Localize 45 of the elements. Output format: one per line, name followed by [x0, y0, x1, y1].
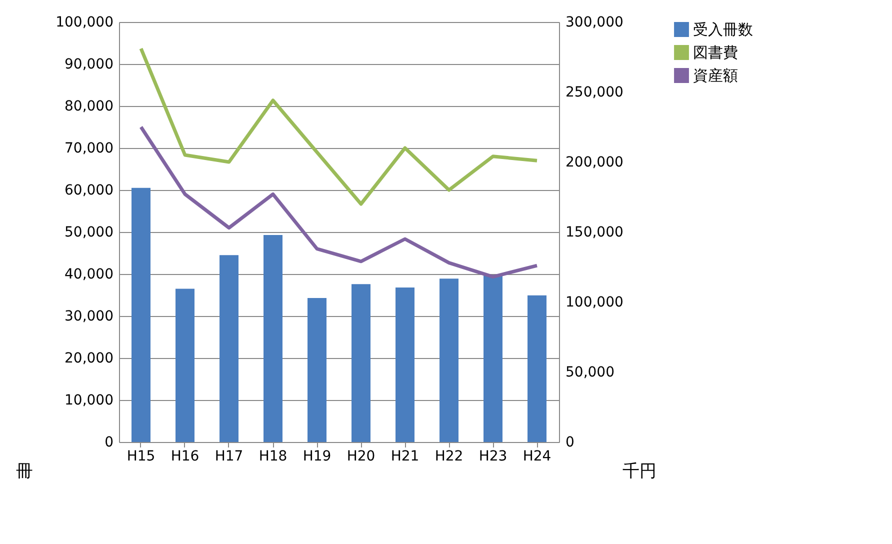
- legend-label: 図書費: [693, 44, 738, 62]
- bar: [264, 234, 282, 442]
- x-tick-label: H22: [434, 448, 464, 464]
- y-tick-label: 20,000: [64, 350, 114, 366]
- legend-label: 資産額: [693, 66, 738, 84]
- x-tick-label: H20: [346, 448, 376, 464]
- y2-tick-label: 200,000: [566, 154, 624, 170]
- y-tick-label: 0: [104, 434, 114, 450]
- x-tick-label: H21: [390, 448, 420, 464]
- bar: [528, 295, 546, 442]
- y-tick-label: 100,000: [56, 14, 114, 30]
- y2-tick-label: 150,000: [566, 224, 624, 240]
- y2-axis-title: 千円: [622, 462, 656, 482]
- x-tick-label: H23: [478, 448, 508, 464]
- line-series: [139, 46, 539, 206]
- bar: [484, 274, 502, 442]
- bar: [176, 288, 194, 442]
- y2-tick-label: 100,000: [566, 294, 624, 310]
- x-tick-label: H15: [126, 448, 156, 464]
- bar: [396, 287, 414, 442]
- y-tick-label: 10,000: [64, 392, 114, 408]
- y-tick-label: 90,000: [64, 56, 114, 72]
- y2-tick-label: 0: [566, 434, 574, 450]
- bar: [220, 255, 238, 442]
- y-tick-label: 50,000: [64, 224, 114, 240]
- x-tick-label: H19: [302, 448, 332, 464]
- x-tick-label: H18: [258, 448, 288, 464]
- y2-tick-label: 250,000: [566, 84, 624, 100]
- x-tick-label: H16: [170, 448, 200, 464]
- legend-label: 受入冊数: [693, 20, 753, 38]
- x-tick-label: H24: [522, 448, 552, 464]
- y-tick-label: 70,000: [64, 140, 114, 156]
- bar: [308, 298, 326, 442]
- bar: [132, 188, 150, 442]
- bar: [440, 278, 458, 442]
- bar: [352, 284, 370, 442]
- y-tick-label: 30,000: [64, 308, 114, 324]
- y-tick-label: 40,000: [64, 266, 114, 282]
- y2-tick-label: 300,000: [566, 14, 624, 30]
- y-axis-title: 冊: [16, 462, 33, 482]
- line-series: [139, 125, 539, 279]
- x-tick-label: H17: [214, 448, 244, 464]
- y-tick-label: 60,000: [64, 182, 114, 198]
- y2-tick-label: 50,000: [566, 364, 614, 380]
- y-tick-label: 80,000: [64, 98, 114, 114]
